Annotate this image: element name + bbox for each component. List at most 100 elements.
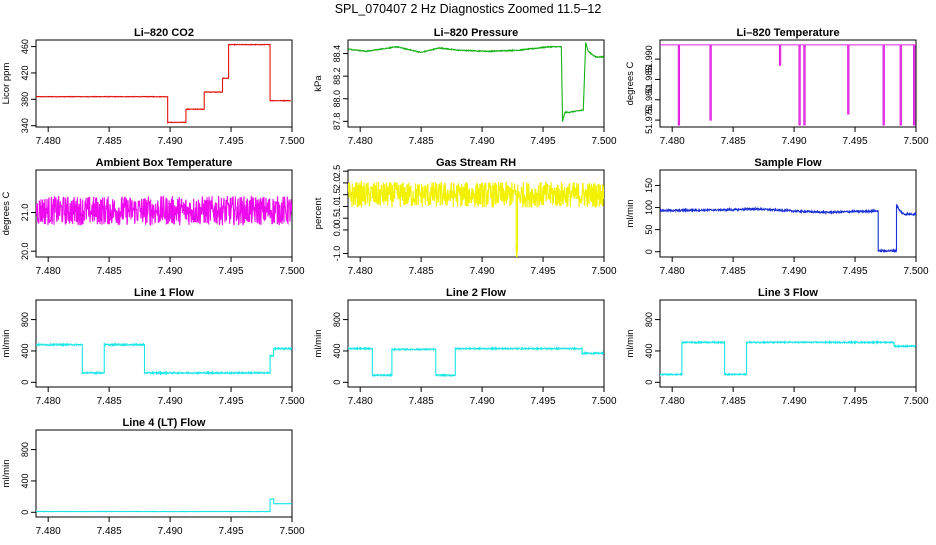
panel-3: Li–820 Temperature degrees C 7.480 7.485 7.4… [625, 27, 929, 147]
y-tick-label: 400 [20, 343, 30, 358]
y-tick-label: 20.0 [20, 242, 30, 260]
y-axis-label: ml/min [625, 330, 636, 358]
y-tick-label: -1.0 [332, 246, 342, 262]
series-line-ambient [36, 195, 292, 227]
plot-frame [659, 169, 917, 258]
panel-8: Line 2 Flow ml/min 7.480 7.485 7.490 7.495 7.5… [313, 287, 617, 407]
y-tick-label: 800 [20, 442, 30, 457]
y-tick-label: 0.0 [332, 224, 342, 237]
panel-title: Line 1 Flow [134, 287, 194, 299]
x-tick-label: 7.495 [843, 136, 868, 147]
y-tick-label: 2.5 [332, 165, 342, 178]
panel-title: Sample Flow [754, 157, 822, 169]
panel-title: Gas Stream RH [436, 157, 516, 169]
plot-frame [35, 39, 293, 128]
y-axis-label: Licor ppm [1, 63, 12, 105]
x-tick-label: 7.480 [36, 266, 61, 277]
y-tick-label: 0 [644, 249, 654, 254]
series-line-sample [660, 204, 916, 254]
y-tick-label: 0 [20, 510, 30, 515]
x-tick-label: 7.500 [279, 136, 304, 147]
x-tick-label: 7.480 [36, 136, 61, 147]
x-tick-label: 7.480 [348, 266, 373, 277]
x-tick-label: 7.485 [721, 136, 746, 147]
x-tick-label: 7.495 [219, 266, 244, 277]
x-tick-label: 7.485 [97, 266, 122, 277]
x-tick-label: 7.500 [903, 396, 928, 407]
panel-title: Line 4 (LT) Flow [123, 417, 206, 429]
series-line-temperature [660, 44, 916, 126]
x-tick-label: 7.500 [903, 266, 928, 277]
series-line-line2 [348, 345, 604, 378]
x-tick-label: 7.480 [660, 396, 685, 407]
series-line-line1 [36, 341, 292, 376]
y-tick-label: 800 [332, 312, 342, 327]
panel-4: Ambient Box Temperature degrees C 7.480 7.4… [1, 157, 305, 277]
plot-frame [347, 299, 605, 388]
y-tick-label: 88.0 [332, 90, 342, 108]
y-axis-label: ml/min [1, 460, 12, 488]
panel-7: Line 1 Flow ml/min 7.480 7.485 7.490 7.495 7.5… [1, 287, 305, 407]
panel-title: Li–820 CO2 [134, 27, 194, 39]
x-tick-label: 7.485 [97, 136, 122, 147]
series-line-rh [348, 180, 604, 257]
y-tick-label: 400 [332, 343, 342, 358]
y-tick-label: 0.5 [332, 212, 342, 225]
x-tick-label: 7.485 [97, 526, 122, 537]
x-tick-label: 7.495 [219, 136, 244, 147]
x-tick-label: 7.490 [470, 136, 495, 147]
y-tick-label: 150 [644, 178, 654, 193]
x-tick-label: 7.500 [591, 266, 616, 277]
y-axis-label: percent [313, 197, 324, 229]
x-tick-label: 7.490 [158, 396, 183, 407]
y-tick-label: 0 [644, 380, 654, 385]
x-tick-label: 7.485 [409, 396, 434, 407]
panel-2: Li–820 Pressure kPa 7.480 7.485 7.490 7.495 7.… [313, 27, 617, 147]
x-tick-label: 7.485 [409, 136, 434, 147]
plot-frame [35, 299, 293, 388]
x-tick-label: 7.500 [279, 396, 304, 407]
panel-title: Line 3 Flow [758, 287, 818, 299]
y-tick-label: 87.8 [332, 113, 342, 131]
y-tick-label: 21.0 [20, 204, 30, 222]
plot-frame [659, 39, 917, 128]
x-tick-label: 7.500 [591, 136, 616, 147]
series-line-line3 [660, 339, 916, 377]
plot-frame [347, 169, 605, 258]
x-tick-label: 7.495 [843, 396, 868, 407]
panel-6: Sample Flow ml/min 7.480 7.485 7.490 7.495 7.5… [625, 157, 929, 277]
y-tick-label: 460 [20, 39, 30, 54]
x-tick-label: 7.480 [348, 396, 373, 407]
x-tick-label: 7.495 [219, 396, 244, 407]
x-tick-label: 7.480 [660, 136, 685, 147]
x-tick-label: 7.490 [782, 136, 807, 147]
x-tick-label: 7.485 [721, 396, 746, 407]
y-tick-label: 88.2 [332, 67, 342, 85]
y-tick-label: 340 [20, 118, 30, 133]
x-tick-label: 7.490 [158, 136, 183, 147]
main-title: SPL_070407 2 Hz Diagnostics Zoomed 11.5–… [335, 2, 602, 16]
y-axis-label: ml/min [313, 330, 324, 358]
panel-title: Li–820 Pressure [434, 27, 518, 39]
y-tick-label: 51.990 [644, 45, 654, 73]
panel-1: Li–820 CO2 Licor ppm 7.480 7.485 7.490 7.495 7… [1, 27, 305, 147]
y-tick-label: 400 [644, 343, 654, 358]
y-axis-label: degrees C [1, 191, 12, 235]
y-tick-label: 800 [20, 312, 30, 327]
x-tick-label: 7.490 [470, 396, 495, 407]
panel-title: Ambient Box Temperature [96, 157, 233, 169]
x-tick-label: 7.495 [843, 266, 868, 277]
y-tick-label: 0 [332, 380, 342, 385]
series-line-pressure [348, 42, 604, 122]
y-tick-label: 800 [644, 312, 654, 327]
x-tick-label: 7.490 [782, 396, 807, 407]
x-tick-label: 7.500 [591, 396, 616, 407]
x-tick-label: 7.495 [531, 136, 556, 147]
y-tick-label: 1.5 [332, 188, 342, 201]
x-tick-label: 7.500 [903, 136, 928, 147]
y-tick-label: 51.980 [644, 86, 654, 114]
y-tick-label: 100 [644, 200, 654, 215]
y-axis-label: kPa [313, 75, 324, 92]
